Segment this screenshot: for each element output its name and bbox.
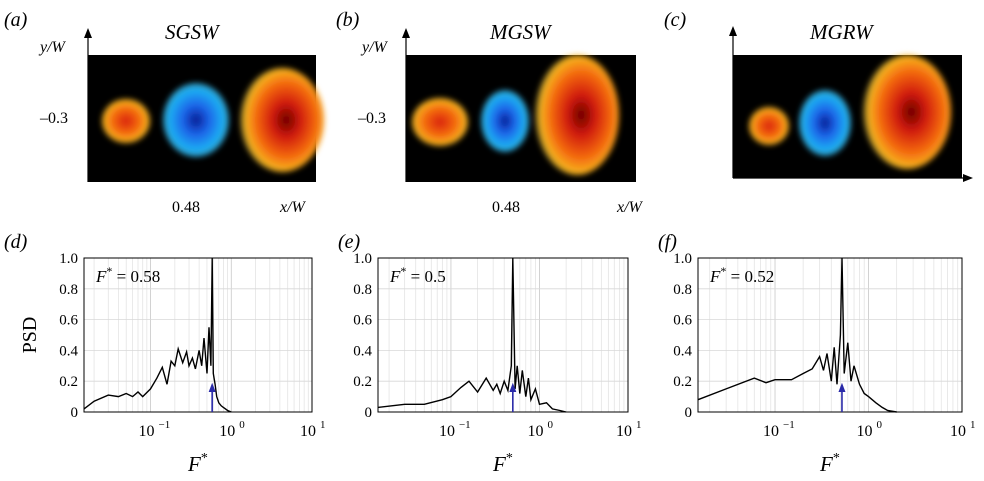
peak-arrow-icon [208, 382, 216, 392]
y-tick-label: 0.8 [59, 282, 78, 298]
x-tick-label: 10 [616, 423, 632, 440]
y-tick-label: 0 [685, 405, 693, 421]
psd-panel-0: 0 0.2 0.4 0.6 0.8 1.0 10 −1 10 0 10 1 (d) F* = 0.58 F*… [4, 231, 326, 476]
peak-arrow-icon [509, 382, 517, 392]
x-axis-label: F* [187, 451, 208, 476]
y-tick-label: 0.2 [59, 374, 78, 390]
negative-vortex [163, 83, 229, 157]
x-tick-exponent: 1 [970, 419, 976, 431]
plot-frame [83, 257, 313, 413]
ytick-a: –0.3 [39, 110, 68, 127]
negative-vortex [481, 90, 529, 152]
panel-letter-b: (b) [336, 9, 360, 31]
y-tick-label: 0.8 [353, 282, 372, 298]
peak-annotation: F* = 0.52 [709, 264, 774, 286]
plot-frame [377, 257, 629, 413]
y-tick-label: 0.2 [353, 374, 372, 390]
psd-series-line [377, 257, 567, 413]
y-tick-label: 0.6 [673, 313, 692, 329]
xlabel-b: x/W [616, 199, 644, 216]
y-tick-label: 0 [71, 405, 79, 421]
x-tick-label: 10 [300, 423, 316, 440]
peak-annotation: F* = 0.5 [389, 264, 446, 286]
psd-panel-2: 0 0.2 0.4 0.6 0.8 1.0 10 −1 10 0 10 1 (f) F* = 0.52 F* [658, 231, 976, 476]
ylabel-b: y/W [360, 39, 389, 56]
y-tick-label: 0.8 [673, 282, 692, 298]
y-arrow-icon [402, 28, 410, 38]
panel-b: (b) MGSW y/W –0.3 0.48 x/W [336, 9, 644, 216]
panel-title-a: SGSW [165, 20, 221, 44]
x-tick-exponent: −1 [783, 419, 795, 431]
xlabel-a: x/W [279, 199, 307, 216]
panel-letter: (f) [658, 231, 677, 253]
x-axis-label: F* [819, 451, 840, 476]
panel-letter: (d) [4, 231, 28, 253]
y-tick-label: 0 [365, 405, 373, 421]
x-tick-label: 10 [857, 423, 873, 440]
x-tick-exponent: 0 [239, 419, 245, 431]
x-tick-label: 10 [763, 423, 779, 440]
y-tick-label: 0.6 [59, 313, 78, 329]
panel-title-c: MGRW [809, 20, 875, 44]
ytick-b: –0.3 [357, 110, 386, 127]
x-tick-label: 10 [527, 423, 543, 440]
x-tick-exponent: 1 [320, 419, 326, 431]
positive-vortex [535, 55, 619, 175]
x-tick-exponent: 0 [877, 419, 883, 431]
x-tick-exponent: 1 [636, 419, 642, 431]
small-positive-vortex [412, 98, 468, 146]
x-tick-exponent: −1 [459, 419, 471, 431]
panel-letter: (e) [338, 231, 361, 253]
y-tick-label: 1.0 [673, 251, 692, 267]
panel-c: (c) MGRW [664, 9, 973, 182]
x-arrow-icon [963, 174, 973, 182]
psd-series-line [83, 257, 232, 413]
x-tick-exponent: −1 [159, 419, 171, 431]
psd-series-line [697, 257, 897, 413]
plot-frame [697, 257, 963, 413]
y-tick-label: 1.0 [59, 251, 78, 267]
y-arrow-icon [729, 26, 737, 36]
panel-letter-c: (c) [664, 9, 687, 31]
y-tick-label: 0.6 [353, 313, 372, 329]
ylabel-a: y/W [38, 39, 67, 56]
x-tick-label: 10 [219, 423, 235, 440]
psd-panel-1: 0 0.2 0.4 0.6 0.8 1.0 10 −1 10 0 10 1 (e) F* = 0.5 F* [338, 231, 642, 476]
y-tick-label: 0.4 [353, 343, 372, 359]
small-positive-vortex [102, 99, 150, 143]
xtick-b: 0.48 [492, 199, 520, 216]
positive-vortex [240, 68, 324, 172]
positive-vortex [863, 55, 951, 169]
x-tick-label: 10 [439, 423, 455, 440]
psd-plots: 00.20.40.60.81.010 −1 10 0 10 1(d)F* = 0.58F*… [4, 231, 976, 476]
x-axis-label: F* [492, 451, 513, 476]
y-axis-label: PSD [19, 317, 41, 354]
negative-vortex [799, 90, 851, 156]
y-tick-label: 1.0 [353, 251, 372, 267]
peak-arrow-icon [838, 382, 846, 392]
xtick-a: 0.48 [172, 199, 200, 216]
y-tick-label: 0.4 [673, 343, 692, 359]
y-tick-label: 0.2 [673, 374, 692, 390]
y-tick-label: 0.4 [59, 343, 78, 359]
y-arrow-icon [84, 28, 92, 38]
panel-letter-a: (a) [4, 9, 28, 31]
panel-a: (a) SGSW y/W –0.3 0.48 x/W [4, 9, 324, 216]
x-tick-exponent: 0 [547, 419, 553, 431]
x-tick-label: 10 [139, 423, 155, 440]
panel-title-b: MGSW [489, 20, 553, 44]
x-tick-label: 10 [950, 423, 966, 440]
small-positive-vortex [749, 107, 789, 145]
peak-annotation: F* = 0.58 [95, 264, 160, 286]
